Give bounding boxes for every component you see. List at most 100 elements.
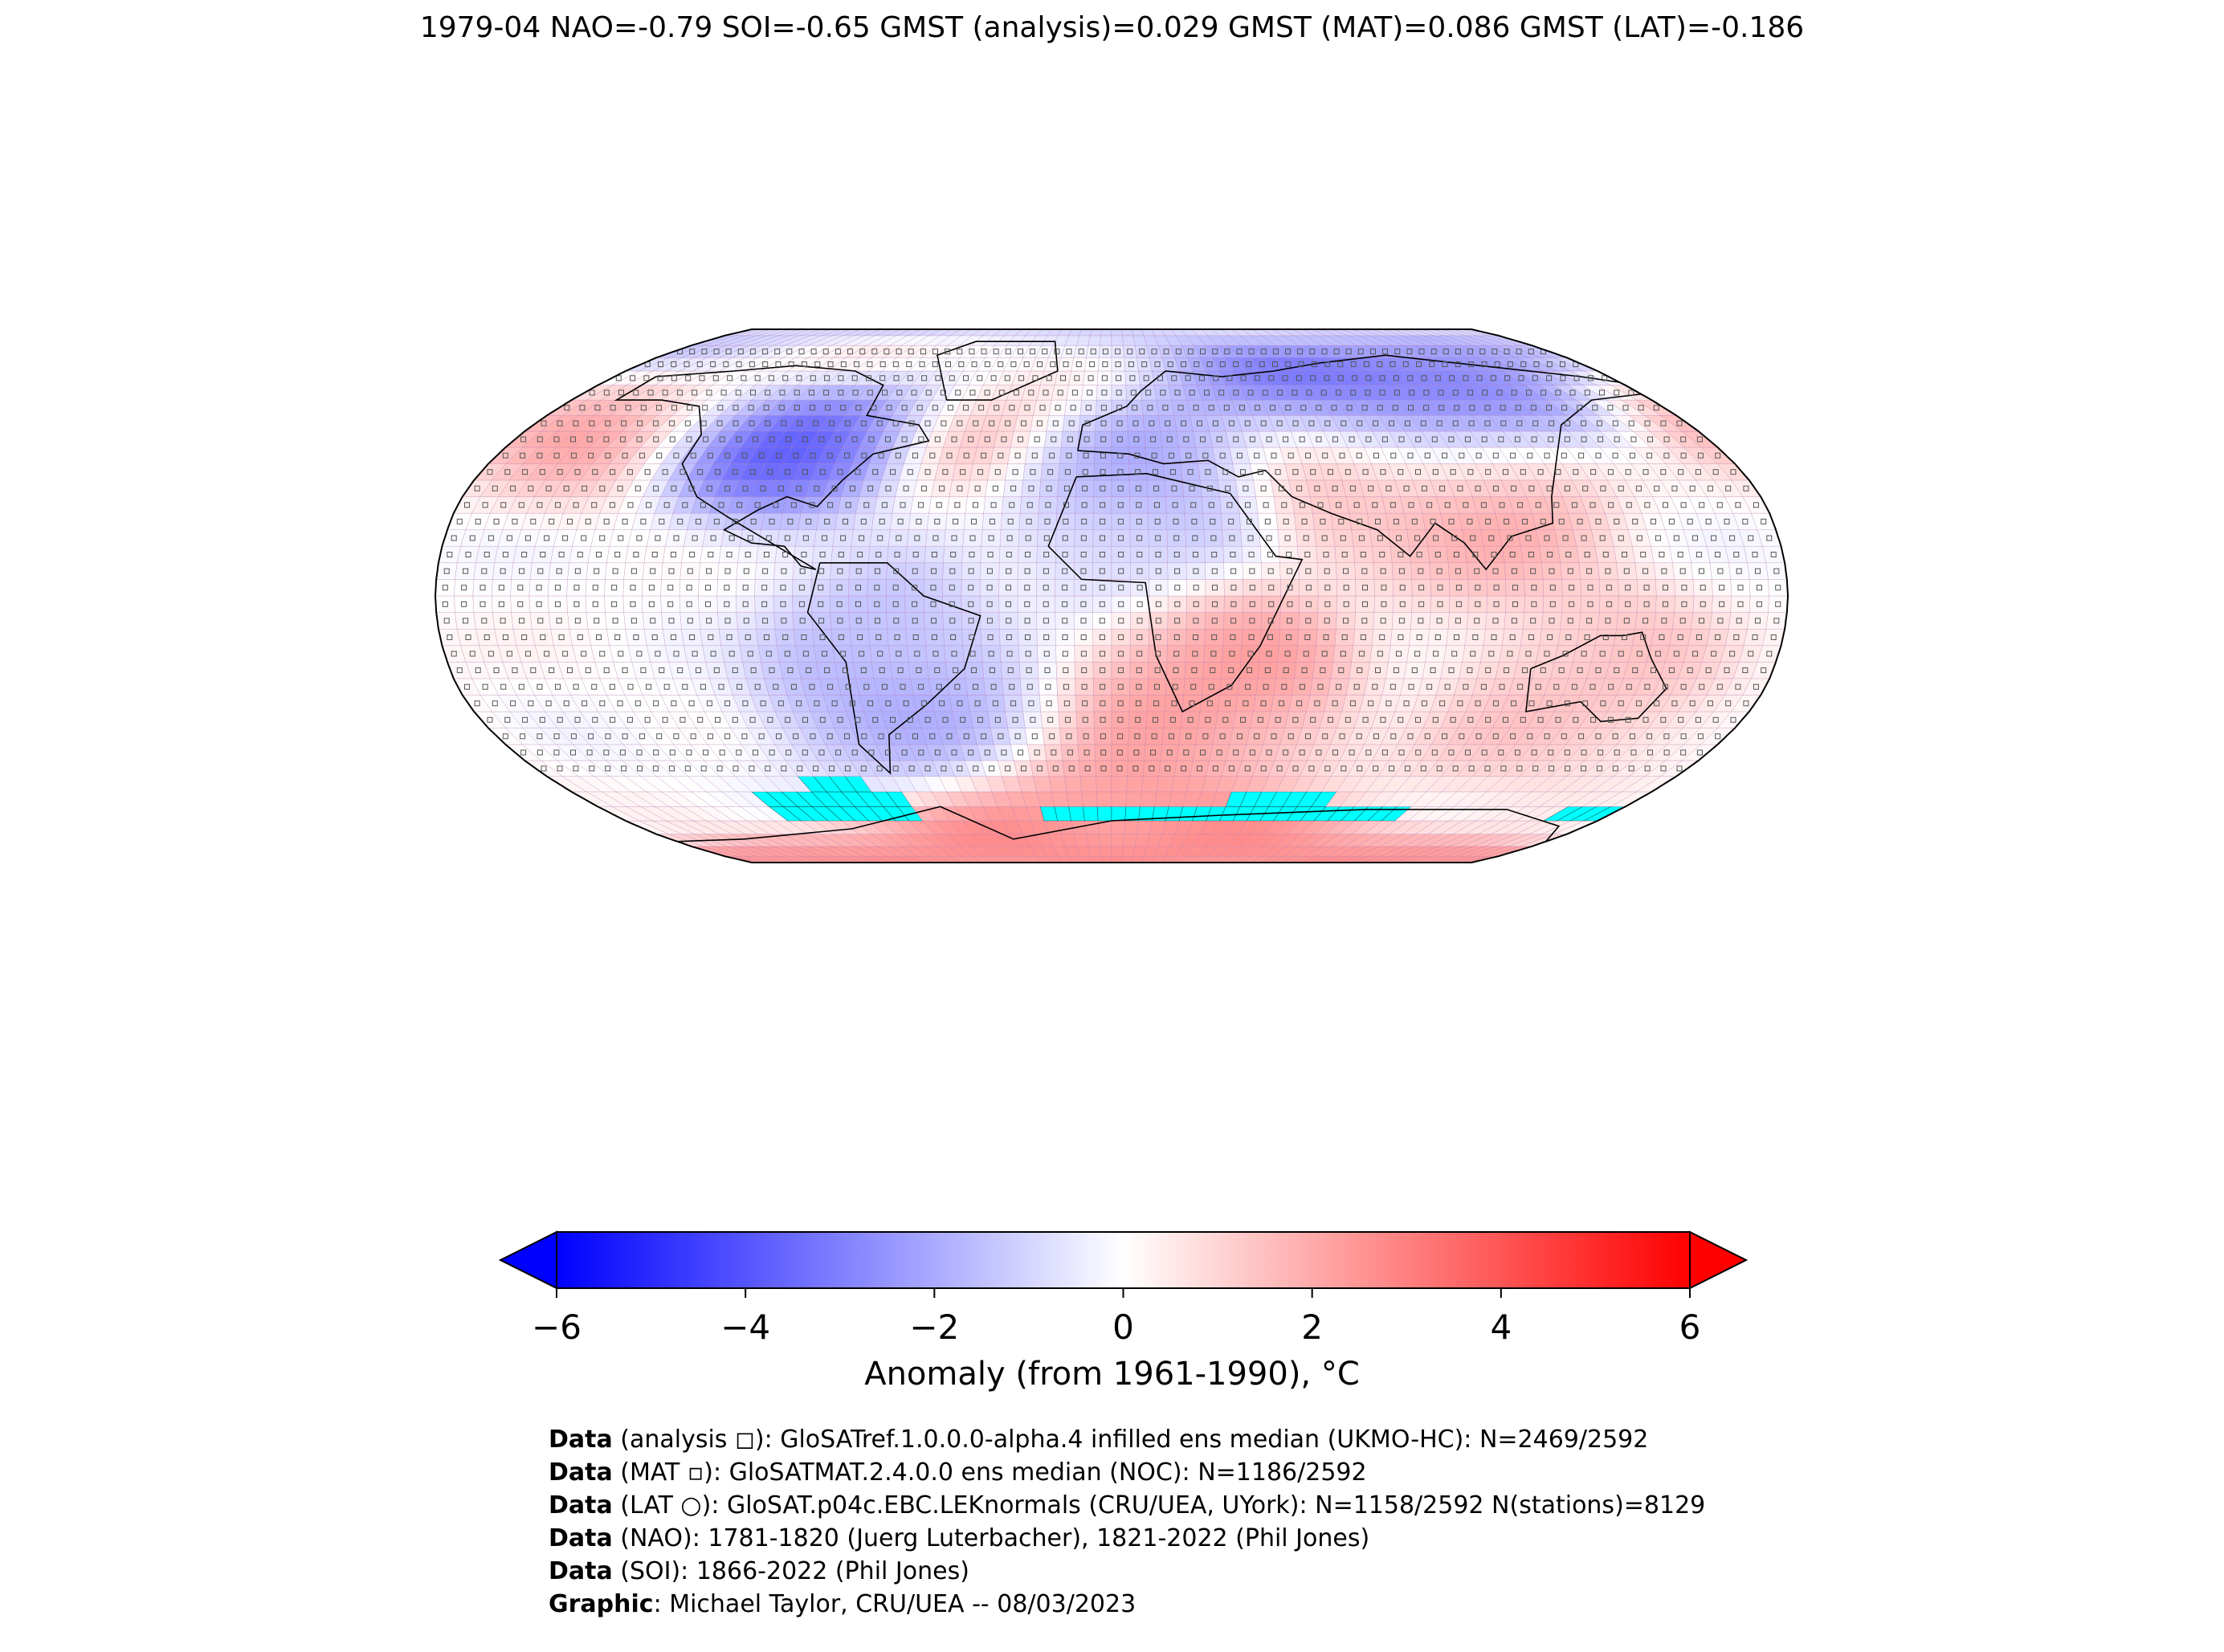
grid-cell	[1480, 645, 1503, 663]
grid-cell	[873, 496, 896, 514]
grid-cell	[1599, 579, 1619, 597]
grid-cell	[830, 628, 852, 647]
grid-cell	[510, 595, 531, 613]
grid-cell	[1163, 711, 1183, 728]
grid-cell	[529, 562, 551, 580]
grid-cell	[1480, 529, 1503, 547]
grid-cell	[569, 628, 591, 647]
grid-cell	[1430, 595, 1451, 613]
grid-cell	[1259, 645, 1279, 663]
grid-cell	[736, 612, 757, 630]
grid-cell	[1158, 415, 1177, 432]
grid-cell	[606, 545, 629, 564]
grid-cell	[1351, 529, 1373, 547]
grid-cell	[1255, 496, 1277, 514]
grid-cell	[773, 579, 794, 597]
grid-cell	[435, 612, 458, 630]
grid-cell	[679, 612, 701, 630]
grid-cell	[1111, 855, 1123, 863]
grid-cell	[660, 595, 681, 613]
grid-cell	[1747, 612, 1769, 630]
grid-cell	[548, 579, 568, 597]
grid-cell	[1728, 612, 1750, 630]
grid-cell	[851, 645, 872, 663]
grid-cell	[1253, 695, 1275, 712]
grid-cell	[1467, 595, 1488, 613]
grid-cell	[873, 678, 896, 695]
grid-cell	[1632, 545, 1655, 564]
grid-cell	[848, 612, 869, 630]
grid-cell	[776, 529, 798, 547]
grid-cell	[1598, 612, 1618, 630]
grid-cell	[867, 595, 887, 613]
grid-cell	[1111, 678, 1131, 695]
grid-cell	[910, 678, 932, 695]
grid-cell	[1485, 612, 1506, 630]
grid-cell	[887, 628, 908, 647]
grid-cell	[1021, 479, 1042, 497]
grid-cell	[511, 562, 533, 580]
grid-cell	[1084, 357, 1100, 372]
grid-cell	[1294, 662, 1315, 679]
grid-cell	[1100, 855, 1112, 863]
grid-cell	[927, 662, 948, 679]
grid-cell	[702, 529, 724, 547]
grid-cell	[792, 579, 812, 597]
grid-cell	[1724, 628, 1748, 647]
grid-cell	[1205, 562, 1225, 580]
grid-cell	[1127, 760, 1145, 777]
grid-cell	[832, 529, 854, 547]
grid-cell	[868, 545, 889, 564]
grid-cell	[1130, 562, 1149, 580]
grid-cell	[1176, 744, 1197, 761]
grid-cell	[1129, 529, 1149, 547]
grid-cell	[1079, 760, 1096, 777]
grid-cell	[1334, 628, 1355, 647]
grid-cell	[1298, 562, 1319, 580]
grid-cell	[888, 529, 909, 547]
grid-cell	[604, 595, 624, 613]
grid-cell	[1520, 628, 1542, 647]
missing-grid-cell	[1068, 806, 1085, 822]
grid-cell	[1111, 776, 1128, 793]
grid-cell	[1074, 662, 1094, 679]
grid-cell	[698, 562, 720, 580]
grid-cell	[1018, 529, 1039, 547]
grid-cell	[1747, 562, 1769, 580]
grid-cell	[1520, 545, 1542, 564]
grid-cell	[754, 595, 774, 613]
grid-cell	[1024, 447, 1045, 464]
grid-cell	[981, 529, 1002, 547]
grid-cell	[1075, 496, 1094, 514]
grid-cell	[1111, 415, 1128, 432]
grid-cell	[754, 612, 776, 630]
grid-cell	[1447, 562, 1469, 580]
grid-cell	[684, 645, 706, 663]
grid-cell	[1145, 728, 1164, 745]
grid-cell	[944, 645, 965, 663]
grid-cell	[1406, 645, 1428, 663]
grid-cell	[1099, 834, 1112, 847]
grid-cell	[1036, 595, 1056, 613]
grid-cell	[716, 595, 737, 613]
grid-cell	[1253, 479, 1275, 497]
grid-cell	[586, 612, 607, 630]
grid-cell	[1100, 846, 1112, 857]
grid-cell	[756, 628, 777, 647]
grid-cell	[604, 579, 624, 597]
grid-cell	[1074, 529, 1094, 547]
grid-cell	[812, 545, 833, 564]
grid-cell	[1142, 415, 1161, 432]
grid-cell	[1241, 628, 1262, 647]
grid-cell	[1180, 463, 1201, 481]
grid-cell	[1056, 678, 1076, 695]
grid-cell	[735, 595, 756, 613]
grid-cell	[1672, 562, 1694, 580]
grid-cell	[1505, 595, 1525, 613]
grid-cell	[1314, 529, 1336, 547]
grid-cell	[969, 463, 991, 481]
grid-cell	[1156, 399, 1175, 416]
grid-cell	[1336, 612, 1356, 630]
colorbar-tick-label: 6	[1679, 1307, 1701, 1347]
grid-cell	[1317, 595, 1337, 613]
